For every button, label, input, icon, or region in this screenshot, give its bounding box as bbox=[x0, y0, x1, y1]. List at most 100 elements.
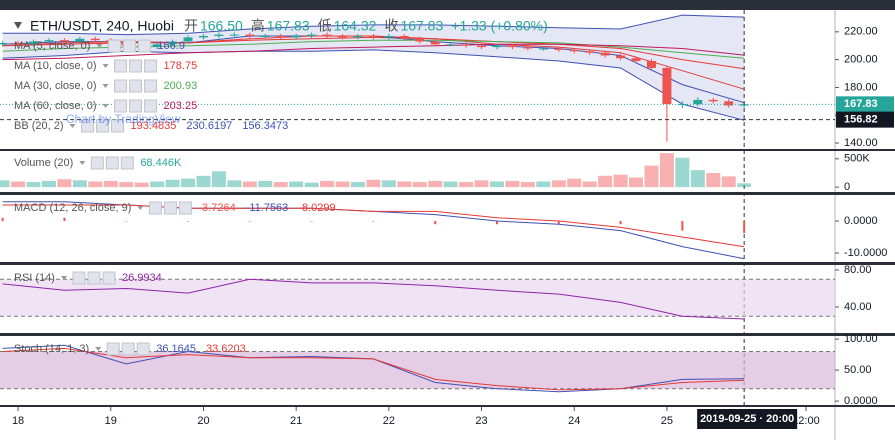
candle-body bbox=[569, 49, 579, 52]
symbol-icon bbox=[14, 22, 22, 29]
candle-body bbox=[276, 35, 286, 38]
dropdown-icon bbox=[60, 276, 67, 280]
volume-bar bbox=[474, 180, 489, 188]
legend-value: -8.0299 bbox=[298, 202, 335, 214]
legend-button[interactable] bbox=[105, 156, 119, 170]
candle-body bbox=[198, 35, 208, 38]
legend-value: 193.4835 bbox=[131, 120, 177, 132]
volume-bar bbox=[273, 182, 288, 188]
dropdown-icon bbox=[95, 347, 102, 351]
candle-body bbox=[693, 99, 703, 105]
legend-button[interactable] bbox=[148, 201, 162, 215]
candle-body bbox=[183, 37, 193, 42]
legend-button[interactable] bbox=[114, 59, 128, 73]
last-price-box bbox=[836, 96, 894, 113]
volume-bar bbox=[41, 180, 56, 188]
volume-bar bbox=[706, 172, 721, 188]
candle-body bbox=[446, 44, 456, 46]
candle-body bbox=[245, 34, 255, 36]
candle-body bbox=[337, 35, 347, 38]
volume-bar bbox=[72, 180, 87, 188]
y-tick-label: 0 bbox=[844, 181, 850, 193]
y-tick-label: 100.00 bbox=[844, 333, 878, 345]
legend-button[interactable] bbox=[121, 342, 135, 356]
legend-name: MA (30, close, 0) bbox=[14, 80, 97, 92]
candle-body bbox=[616, 55, 626, 59]
legend-value: -11.7563 bbox=[246, 202, 289, 214]
readout-label: 开 bbox=[184, 18, 198, 34]
y-tick-label: 500K bbox=[844, 153, 870, 165]
candle-body bbox=[13, 42, 23, 45]
histogram-bar bbox=[495, 221, 498, 225]
legend-button[interactable] bbox=[178, 201, 192, 215]
y-tick-label: 140.00 bbox=[844, 137, 878, 149]
histogram-bar bbox=[681, 221, 684, 231]
dropdown-icon bbox=[69, 124, 76, 128]
legend-button[interactable] bbox=[144, 79, 158, 93]
legend-button[interactable] bbox=[111, 119, 125, 133]
legend-value: 156.3473 bbox=[242, 120, 288, 132]
legend-name: MA (60, close, 0) bbox=[14, 100, 97, 112]
chart-title: ETH/USDT, 240, Huobi bbox=[30, 18, 174, 34]
volume-bar bbox=[88, 181, 103, 188]
indicator-line bbox=[2, 347, 745, 391]
volume-bar bbox=[196, 175, 211, 188]
readout-value: 167.83 bbox=[267, 18, 310, 34]
volume-bar bbox=[335, 181, 350, 188]
legend-button[interactable] bbox=[106, 342, 120, 356]
volume-bar bbox=[690, 170, 705, 188]
legend-button[interactable] bbox=[144, 99, 158, 113]
legend-button[interactable] bbox=[102, 271, 116, 285]
legend-value: 230.6197 bbox=[186, 120, 232, 132]
legend-button[interactable] bbox=[81, 119, 95, 133]
legend-button[interactable] bbox=[136, 342, 150, 356]
legend-button[interactable] bbox=[163, 201, 177, 215]
legend-button[interactable] bbox=[122, 39, 136, 53]
y-tick-label: 50.00 bbox=[844, 364, 872, 376]
volume-bar bbox=[26, 182, 41, 188]
legend-button[interactable] bbox=[114, 79, 128, 93]
legend-button[interactable] bbox=[114, 99, 128, 113]
volume-bar bbox=[551, 180, 566, 188]
legend-button[interactable] bbox=[137, 39, 151, 53]
legend-button[interactable] bbox=[90, 156, 104, 170]
candle-body bbox=[708, 99, 718, 102]
legend-value: 68.446K bbox=[140, 157, 182, 169]
volume-bar bbox=[134, 182, 149, 188]
candle-body bbox=[662, 67, 672, 105]
histogram-bar bbox=[619, 221, 622, 225]
candle-body bbox=[430, 41, 440, 45]
candle-body bbox=[152, 44, 162, 48]
legend-button[interactable] bbox=[72, 271, 86, 285]
dropdown-icon bbox=[102, 64, 109, 68]
candle-body bbox=[631, 58, 641, 62]
candle-body bbox=[724, 101, 734, 106]
candle-body bbox=[229, 34, 239, 36]
volume-bar bbox=[320, 180, 335, 188]
legend-button[interactable] bbox=[129, 99, 143, 113]
legend-name: RSI (14) bbox=[14, 272, 55, 284]
volume-bar bbox=[242, 181, 257, 188]
legend-name: MA (10, close, 0) bbox=[14, 60, 97, 72]
band-fill bbox=[0, 279, 835, 317]
candle-body bbox=[646, 61, 656, 68]
y-tick-label: 220.00 bbox=[844, 26, 878, 38]
legend-button[interactable] bbox=[144, 59, 158, 73]
legend-button[interactable] bbox=[107, 39, 121, 53]
candle-body bbox=[44, 40, 54, 42]
candle-body bbox=[585, 51, 595, 53]
readout-value: 166.50 bbox=[200, 18, 243, 34]
candle-body bbox=[677, 104, 687, 106]
crosshair-price-box bbox=[836, 111, 894, 128]
legend-button[interactable] bbox=[87, 271, 101, 285]
volume-bar bbox=[150, 181, 165, 188]
legend-button[interactable] bbox=[129, 59, 143, 73]
candle-body bbox=[90, 38, 100, 41]
volume-bar bbox=[57, 179, 72, 188]
legend-value: 26.9934 bbox=[122, 272, 162, 284]
x-tick-label: 20 bbox=[197, 415, 209, 427]
legend-button[interactable] bbox=[129, 79, 143, 93]
legend-button[interactable] bbox=[96, 119, 110, 133]
readout-label: 低 bbox=[318, 18, 332, 34]
legend-button[interactable] bbox=[120, 156, 134, 170]
